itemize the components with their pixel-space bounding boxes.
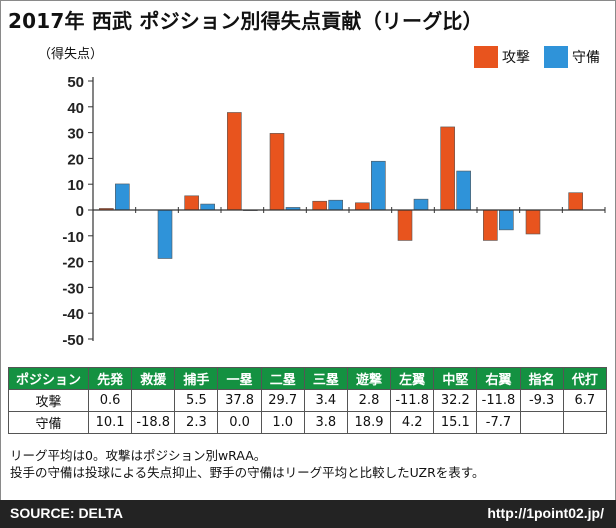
y-axis-label: （得失点）: [38, 46, 103, 62]
notes: リーグ平均は0。攻撃はポジション別wRAA。 投手の守備は投球による失点抑止、野…: [10, 447, 610, 481]
table-row: 守備 10.1 -18.8 2.3 0.0 1.0 3.8 18.9 4.2 15.1 -7.7: [8, 411, 608, 434]
y-tick-label: 40: [67, 100, 84, 117]
bar-offense: [227, 112, 242, 211]
table-cell: [519, 411, 564, 434]
table-column-header: 中堅: [433, 367, 478, 390]
y-tick-label: -10: [62, 229, 84, 246]
bar-defense: [157, 209, 173, 259]
y-tick-label: -20: [62, 255, 84, 272]
table-cell: 15.1: [433, 411, 478, 434]
table-column-header: 先発: [87, 367, 133, 390]
table-column-header: 右翼: [476, 367, 521, 390]
y-tick-label: -40: [62, 306, 84, 323]
table-cell: -18.8: [131, 411, 176, 434]
footer-bar: SOURCE: DELTA http://1point02.jp/: [0, 500, 616, 528]
source-url: http://1point02.jp/: [487, 505, 604, 521]
table-cell: 37.8: [217, 389, 262, 412]
table-cell: 2.8: [346, 389, 392, 412]
table-cell: -9.3: [519, 389, 564, 412]
bar-defense: [200, 203, 215, 211]
bar-offense: [483, 209, 498, 241]
legend-label: 攻撃: [502, 50, 530, 66]
bar-offense: [312, 200, 327, 211]
table-cell: -11.8: [476, 389, 521, 412]
table-column-header: 一塁: [217, 367, 262, 390]
bar-offense: [440, 126, 455, 211]
table-row-label: 攻撃: [8, 389, 89, 412]
legend-swatch: [474, 46, 498, 68]
table-cell: 6.7: [562, 389, 608, 412]
table-cell: 29.7: [260, 389, 305, 412]
bar-defense: [499, 209, 514, 231]
note-line: 投手の守備は投球による失点抑止、野手の守備はリーグ平均と比較したUZRを表す。: [10, 465, 485, 480]
table-cell: -11.8: [390, 389, 435, 412]
legend-label: 守備: [572, 50, 600, 66]
y-tick-label: -30: [62, 280, 84, 297]
bar-defense: [115, 183, 130, 211]
table-column-header: 指名: [519, 367, 564, 390]
bar-offense: [269, 133, 285, 211]
table-column-header: 左翼: [390, 367, 435, 390]
table-row-label: 守備: [8, 411, 89, 434]
table-column-header: 捕手: [174, 367, 219, 390]
table-cell: -7.7: [476, 411, 521, 434]
table-cell: [131, 389, 176, 412]
chart-title: 2017年 西武 ポジション別得失点貢献（リーグ比）: [8, 9, 483, 33]
bar-offense: [568, 192, 583, 211]
data-table: ポジション 先発 救援 捕手 一塁 二塁 三塁 遊撃 左翼 中堅 右翼 指名 代打 攻撃 0.6 5.5 3…: [8, 367, 608, 434]
table-column-header: 三塁: [303, 367, 348, 390]
chart-plot: （得失点） 50 40 30 20 10 0 -10 -20 -30 -40 -50 攻撃 守備: [38, 46, 606, 349]
legend-swatch: [544, 46, 568, 68]
y-tick-label: -50: [62, 332, 84, 349]
table-cell: 0.6: [87, 389, 133, 412]
table-cell: 4.2: [390, 411, 435, 434]
table-cell: 3.4: [303, 389, 348, 412]
table-cell: 5.5: [174, 389, 219, 412]
table-cell: 32.2: [433, 389, 478, 412]
note-line: リーグ平均は0。攻撃はポジション別wRAA。: [10, 448, 267, 463]
y-tick-label: 50: [67, 74, 84, 91]
y-tick-label: 0: [76, 203, 84, 220]
table-cell: 1.0: [260, 411, 305, 434]
y-tick-label: 10: [67, 177, 84, 194]
table-cell: [562, 411, 608, 434]
table-column-header: 遊撃: [346, 367, 392, 390]
table-cell: 0.0: [217, 411, 262, 434]
bar-defense: [456, 170, 471, 211]
table-column-header: 代打: [562, 367, 608, 390]
table-row: 攻撃 0.6 5.5 37.8 29.7 3.4 2.8 -11.8 32.2 -11.8 -9.3…: [8, 389, 608, 412]
bar-defense: [328, 199, 343, 211]
table-column-header: 二塁: [260, 367, 305, 390]
y-tick-label: 20: [67, 151, 84, 168]
y-tick-label: 30: [67, 126, 84, 143]
bar-defense: [371, 160, 386, 211]
bar-offense: [184, 195, 199, 211]
table-cell: 18.9: [346, 411, 392, 434]
bar-offense: [397, 209, 413, 241]
table-header-row: ポジション 先発 救援 捕手 一塁 二塁 三塁 遊撃 左翼 中堅 右翼 指名 代打: [8, 367, 608, 390]
table-cell: 2.3: [174, 411, 219, 434]
bar-offense: [355, 202, 370, 211]
bar-offense: [525, 209, 541, 235]
table-column-header: 救援: [131, 367, 176, 390]
table-corner-header: ポジション: [8, 367, 89, 390]
source-label: SOURCE: DELTA: [10, 505, 124, 521]
table-cell: 10.1: [87, 411, 133, 434]
bar-defense: [413, 198, 429, 211]
table-cell: 3.8: [303, 411, 348, 434]
